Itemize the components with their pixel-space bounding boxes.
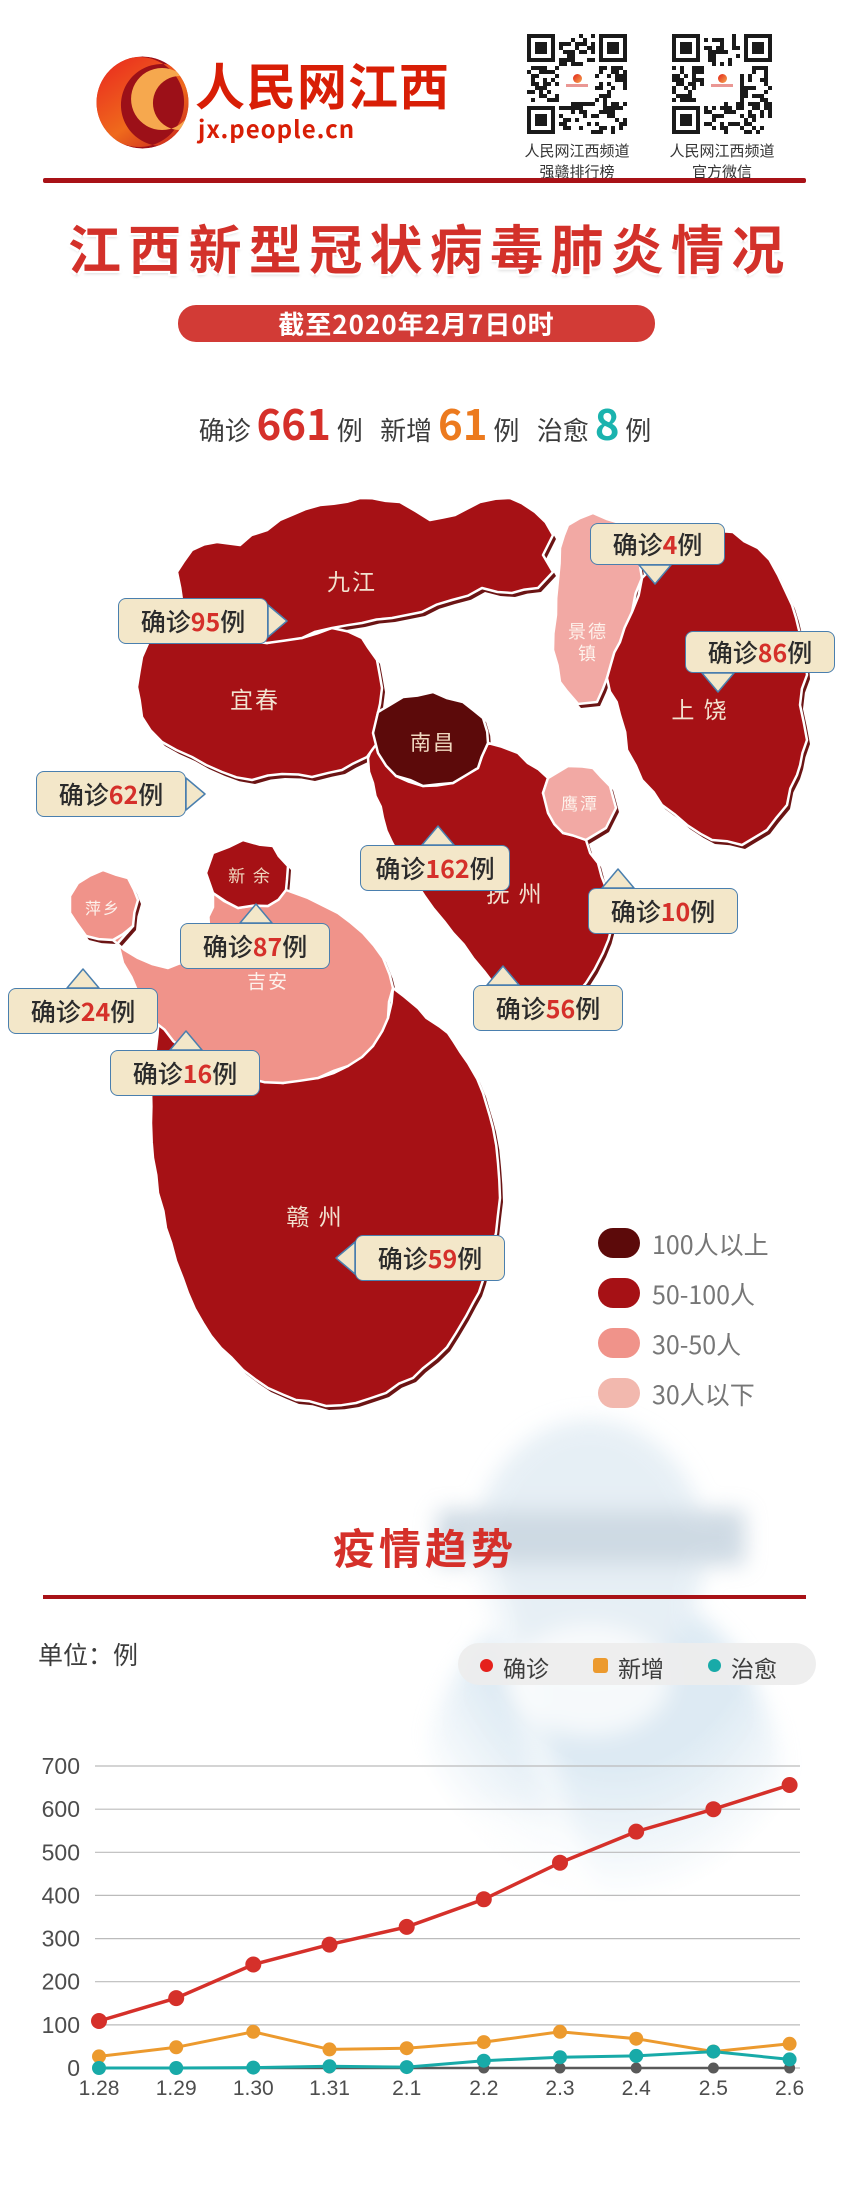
svg-text:2.1: 2.1 <box>392 2077 421 2100</box>
svg-text:300: 300 <box>42 1926 80 1952</box>
svg-text:1.30: 1.30 <box>233 2077 274 2100</box>
svg-text:2.5: 2.5 <box>699 2077 728 2100</box>
svg-text:2.4: 2.4 <box>622 2077 652 2100</box>
svg-text:2.3: 2.3 <box>545 2077 574 2100</box>
svg-text:2.2: 2.2 <box>469 2077 498 2100</box>
svg-text:200: 200 <box>42 1969 80 1995</box>
svg-text:500: 500 <box>42 1839 80 1865</box>
svg-text:2.6: 2.6 <box>775 2077 804 2100</box>
svg-text:600: 600 <box>42 1796 80 1822</box>
svg-text:400: 400 <box>42 1882 80 1908</box>
svg-text:1.29: 1.29 <box>156 2077 197 2100</box>
svg-text:1.28: 1.28 <box>79 2077 120 2100</box>
svg-text:1.31: 1.31 <box>309 2077 350 2100</box>
svg-text:700: 700 <box>42 1753 80 1779</box>
svg-text:100: 100 <box>42 2012 80 2038</box>
